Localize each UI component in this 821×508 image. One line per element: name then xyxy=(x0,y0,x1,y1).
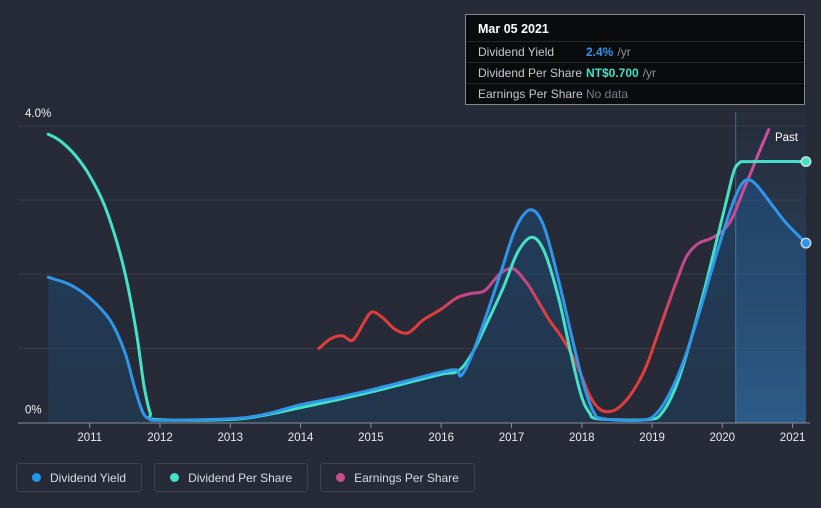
tooltip-row-dividend-yield: Dividend Yield 2.4% /yr xyxy=(466,41,804,62)
x-tick-label: 2019 xyxy=(639,432,665,444)
earnings-per-share-line[interactable] xyxy=(317,128,771,414)
x-tick-label: 2015 xyxy=(358,432,384,444)
past-label: Past xyxy=(775,132,799,144)
y-tick-label: 0% xyxy=(25,405,42,417)
tooltip-value: NT$0.700 xyxy=(586,66,639,80)
tooltip-date: Mar 05 2021 xyxy=(478,22,549,36)
tooltip-label: Earnings Per Share xyxy=(478,87,583,101)
x-tick-label: 2013 xyxy=(218,432,244,444)
y-tick-label: 4.0% xyxy=(25,108,51,120)
earnings-per-share-dot-icon xyxy=(336,473,346,482)
tooltip-value-suffix: /yr xyxy=(617,45,631,59)
series-end-dot[interactable] xyxy=(800,237,812,249)
x-tick-label: 2016 xyxy=(428,432,454,444)
tooltip-row-earnings-per-share: Earnings Per Share No data xyxy=(466,83,804,104)
tooltip-label: Dividend Yield xyxy=(478,45,555,59)
tooltip-row-dividend-per-share: Dividend Per Share NT$0.700 /yr xyxy=(466,62,804,83)
series-end-dot[interactable] xyxy=(800,156,812,168)
x-tick-label: 2012 xyxy=(147,432,173,444)
legend-item-earnings-per-share[interactable]: Earnings Per Share xyxy=(320,463,475,492)
tooltip-value-suffix: /yr xyxy=(642,66,657,80)
x-tick-label: 2017 xyxy=(499,432,525,444)
chart-tooltip: Mar 05 2021 Dividend Yield 2.4% /yr Divi… xyxy=(465,14,805,105)
x-tick-label: 2018 xyxy=(569,432,595,444)
x-tick-label: 2020 xyxy=(710,432,736,444)
x-tick-label: 2014 xyxy=(288,432,314,444)
dividend-history-chart[interactable]: 2011 2012 2013 2014 2015 2016 2017 2018 2019 2020… xyxy=(0,0,821,455)
dividend-yield-line[interactable] xyxy=(46,178,808,423)
legend-item-dividend-yield[interactable]: Dividend Yield xyxy=(16,463,143,492)
legend-label: Dividend Per Share xyxy=(188,470,293,485)
chart-legend: Dividend Yield Dividend Per Share Earnin… xyxy=(16,463,475,492)
legend-label: Dividend Yield xyxy=(50,470,127,485)
x-tick-label: 2021 xyxy=(780,432,806,444)
dividend-yield-dot-icon xyxy=(32,473,41,482)
past-region xyxy=(735,112,806,423)
legend-label: Earnings Per Share xyxy=(354,470,459,485)
tooltip-label: Dividend Per Share xyxy=(478,66,583,80)
legend-item-dividend-per-share[interactable]: Dividend Per Share xyxy=(154,463,309,492)
dividend-yield-area xyxy=(48,179,806,423)
tooltip-value: 2.4% xyxy=(586,45,614,59)
x-tick-label: 2011 xyxy=(77,432,102,444)
tooltip-value: No data xyxy=(586,87,629,101)
dividend-per-share-dot-icon xyxy=(170,473,180,482)
